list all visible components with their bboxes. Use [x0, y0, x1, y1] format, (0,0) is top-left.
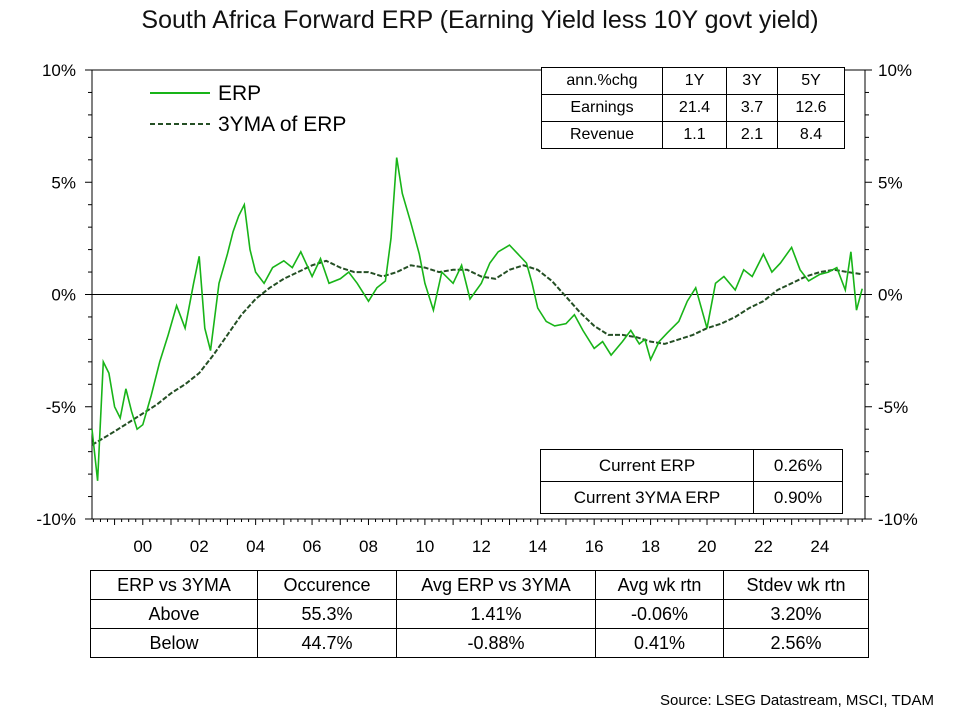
growth-table: ann.%chg 1Y 3Y 5Y Earnings 21.4 3.7 12.6… [541, 67, 845, 149]
regime-header-cell: Occurence [258, 571, 397, 600]
source-note: Source: LSEG Datastream, MSCI, TDAM [660, 692, 934, 709]
x-tick-label: 24 [810, 537, 829, 556]
current-erp-row: Current ERP 0.26% [541, 450, 843, 482]
regime-cell: -0.06% [596, 600, 724, 629]
growth-header-cell: 5Y [778, 68, 845, 95]
regime-cell: -0.88% [397, 629, 596, 658]
regime-cell: 44.7% [258, 629, 397, 658]
growth-cell: Earnings [542, 95, 663, 122]
x-tick-label: 12 [472, 537, 491, 556]
regime-table: ERP vs 3YMA Occurence Avg ERP vs 3YMA Av… [90, 570, 869, 658]
y-tick-label-left: 5% [51, 173, 76, 192]
x-tick-label: 00 [133, 537, 152, 556]
y-tick-label-left: 0% [51, 286, 76, 305]
y-tick-label-right: 10% [878, 61, 912, 80]
x-tick-label: 16 [585, 537, 604, 556]
growth-cell: 8.4 [778, 122, 845, 149]
current-3yma-row: Current 3YMA ERP 0.90% [541, 482, 843, 514]
x-tick-label: 06 [303, 537, 322, 556]
current-erp-table: Current ERP 0.26% Current 3YMA ERP 0.90% [540, 449, 843, 514]
growth-header-cell: ann.%chg [542, 68, 663, 95]
regime-cell: 1.41% [397, 600, 596, 629]
y-tick-label-left: 10% [42, 61, 76, 80]
x-tick-label: 02 [190, 537, 209, 556]
regime-header-row: ERP vs 3YMA Occurence Avg ERP vs 3YMA Av… [91, 571, 869, 600]
series-layer [92, 158, 862, 481]
current-3yma-label: Current 3YMA ERP [541, 482, 754, 514]
x-axis: 00 02 04 06 08 10 12 14 16 18 20 22 24 [93, 519, 862, 556]
y-tick-label-right: 0% [878, 286, 903, 305]
x-tick-label: 04 [246, 537, 265, 556]
x-tick-label: 10 [415, 537, 434, 556]
y-tick-label-right: -5% [878, 398, 908, 417]
legend-label-erp: ERP [218, 82, 261, 105]
regime-row-above: Above 55.3% 1.41% -0.06% 3.20% [91, 600, 869, 629]
growth-cell: 21.4 [663, 95, 727, 122]
regime-cell: Below [91, 629, 258, 658]
series-line-erp [92, 158, 862, 481]
legend-label-3yma: 3YMA of ERP [218, 113, 346, 136]
regime-cell: Above [91, 600, 258, 629]
growth-header-row: ann.%chg 1Y 3Y 5Y [542, 68, 845, 95]
growth-cell: 3.7 [727, 95, 778, 122]
growth-row-earnings: Earnings 21.4 3.7 12.6 [542, 95, 845, 122]
growth-row-revenue: Revenue 1.1 2.1 8.4 [542, 122, 845, 149]
current-3yma-value: 0.90% [754, 482, 843, 514]
growth-cell: 1.1 [663, 122, 727, 149]
x-tick-label: 22 [754, 537, 773, 556]
regime-header-cell: Avg wk rtn [596, 571, 724, 600]
growth-cell: 2.1 [727, 122, 778, 149]
regime-cell: 2.56% [724, 629, 869, 658]
regime-header-cell: ERP vs 3YMA [91, 571, 258, 600]
growth-cell: Revenue [542, 122, 663, 149]
regime-cell: 0.41% [596, 629, 724, 658]
y-tick-label-left: -10% [36, 510, 76, 529]
regime-cell: 55.3% [258, 600, 397, 629]
growth-cell: 12.6 [778, 95, 845, 122]
x-tick-label: 14 [528, 537, 547, 556]
regime-cell: 3.20% [724, 600, 869, 629]
regime-row-below: Below 44.7% -0.88% 0.41% 2.56% [91, 629, 869, 658]
regime-header-cell: Avg ERP vs 3YMA [397, 571, 596, 600]
x-tick-label: 08 [359, 537, 378, 556]
y-tick-label-right: 5% [878, 173, 903, 192]
growth-header-cell: 1Y [663, 68, 727, 95]
x-tick-label: 20 [698, 537, 717, 556]
x-tick-label: 18 [641, 537, 660, 556]
regime-header-cell: Stdev wk rtn [724, 571, 869, 600]
legend: ERP 3YMA of ERP [150, 82, 346, 136]
current-erp-value: 0.26% [754, 450, 843, 482]
y-tick-label-right: -10% [878, 510, 918, 529]
current-erp-label: Current ERP [541, 450, 754, 482]
growth-header-cell: 3Y [727, 68, 778, 95]
y-tick-label-left: -5% [46, 398, 76, 417]
